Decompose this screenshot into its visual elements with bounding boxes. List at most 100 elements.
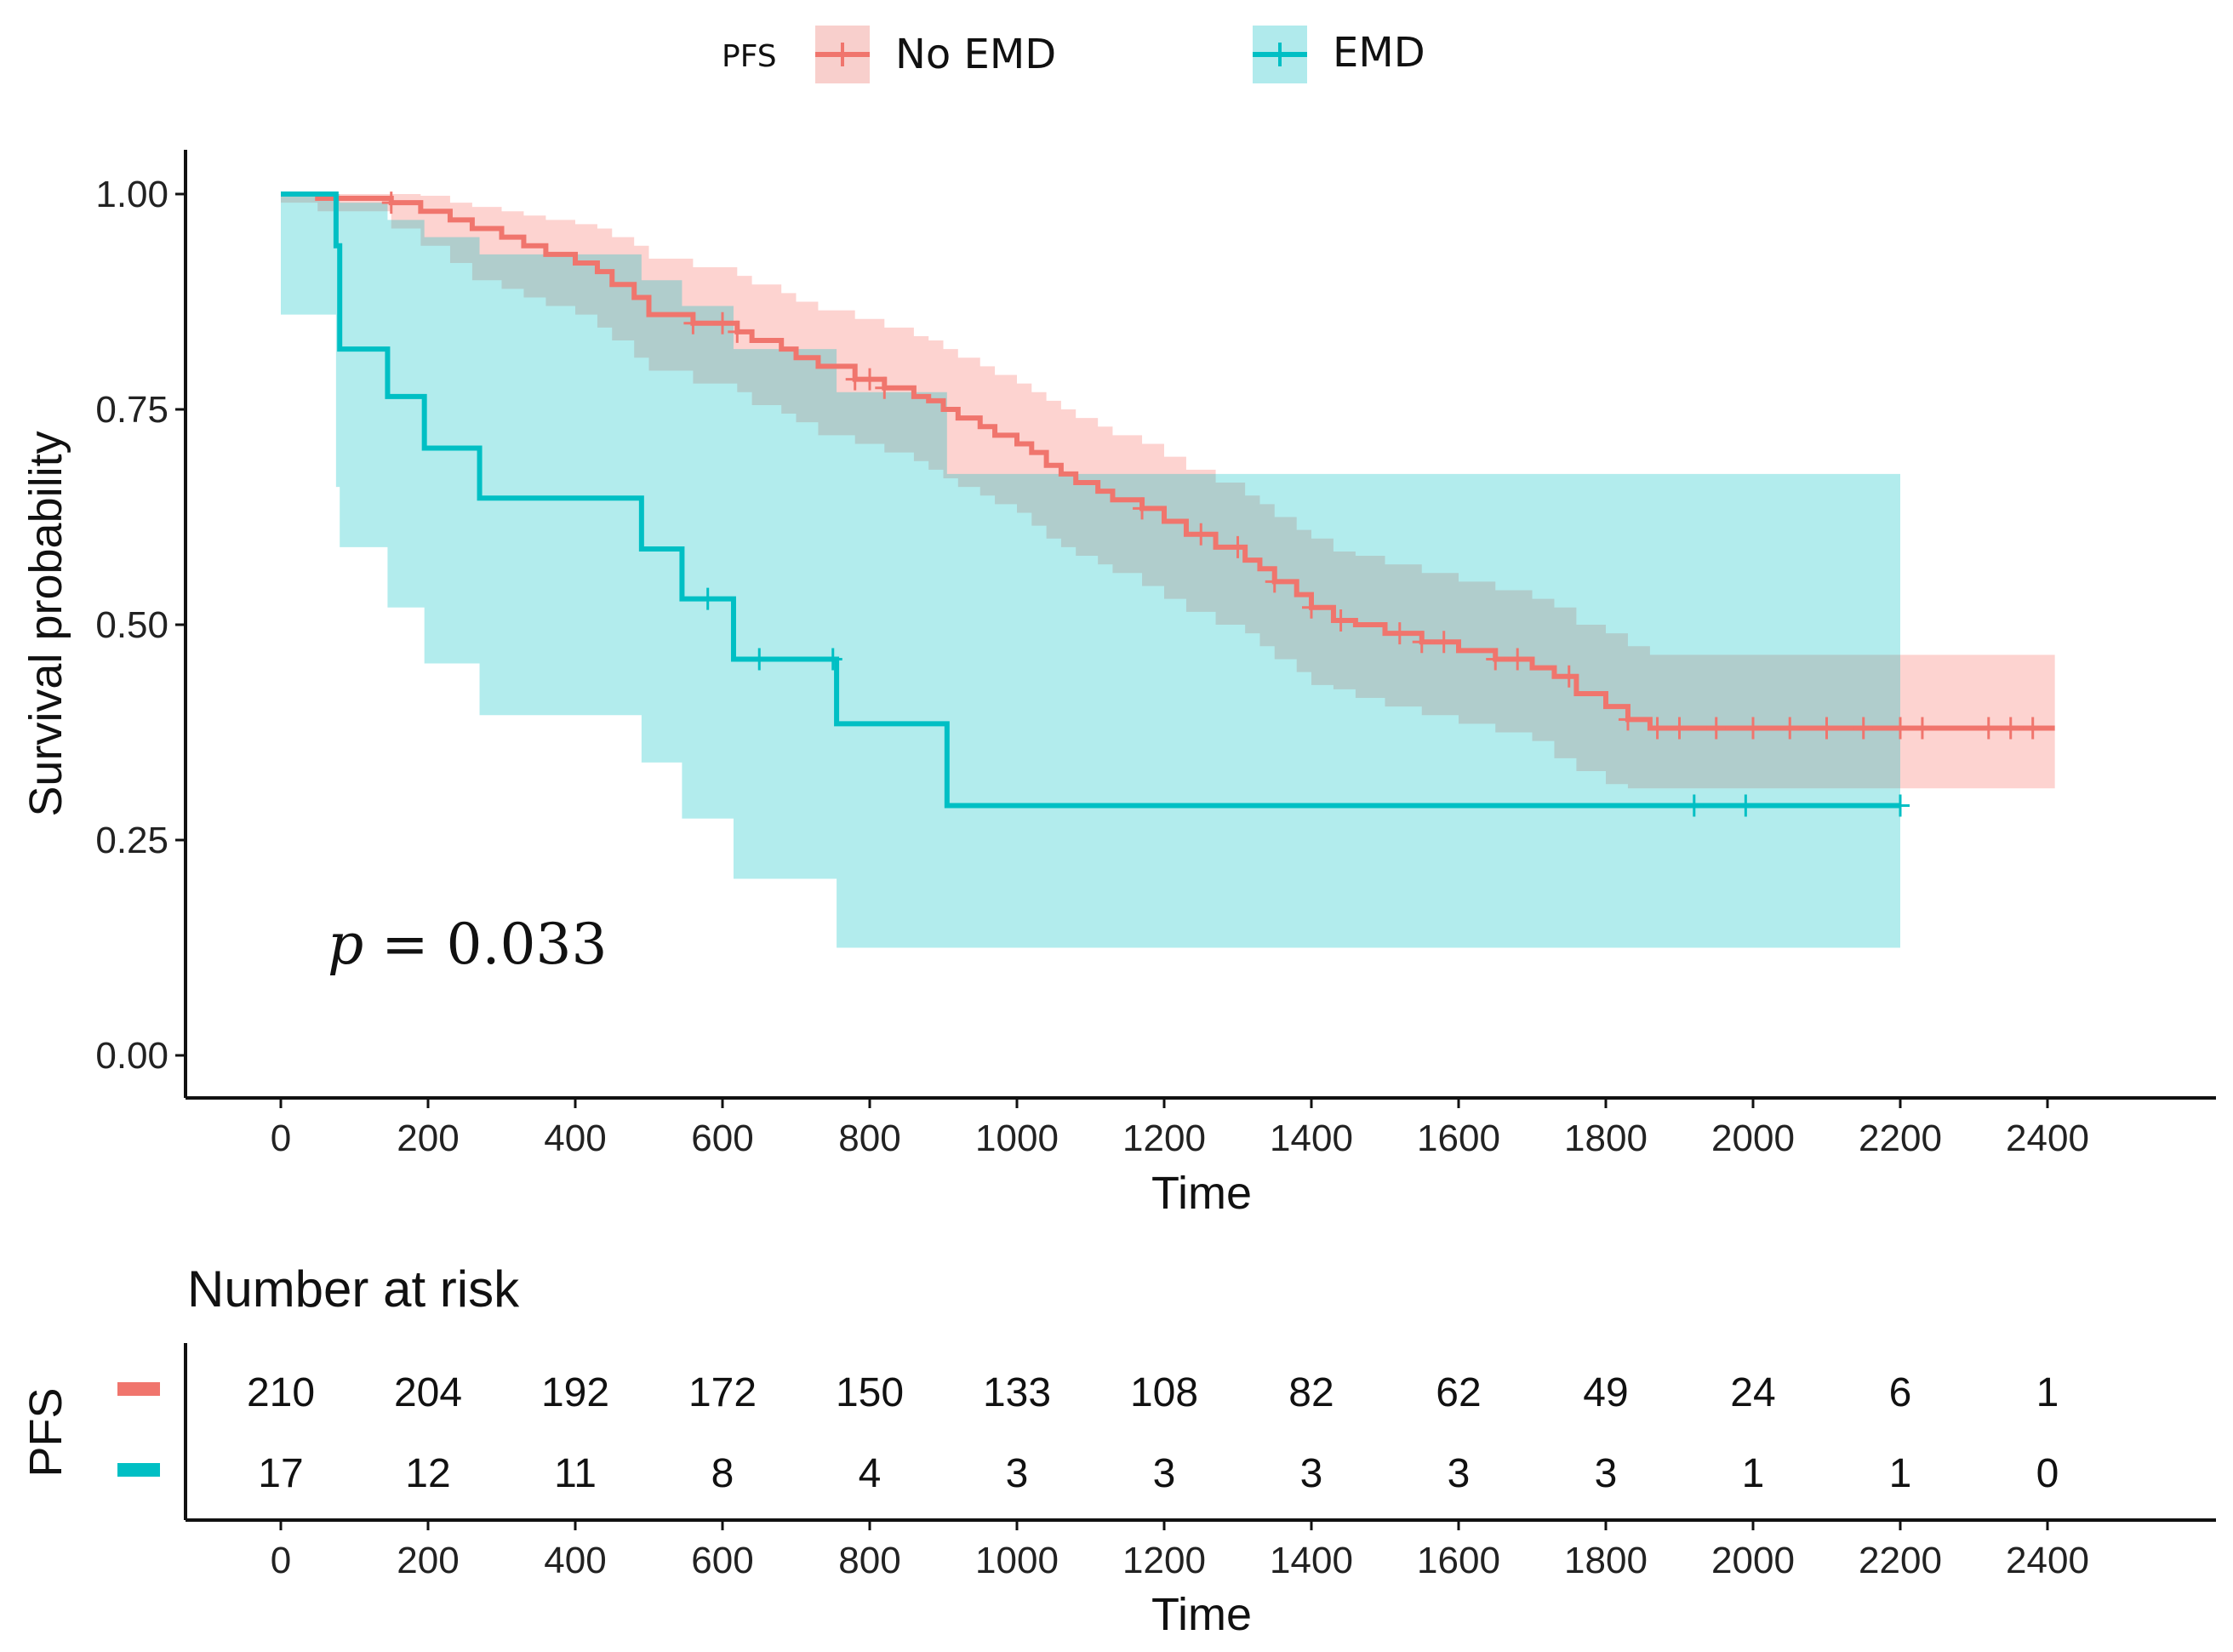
legend-label-emd: EMD xyxy=(1333,29,1425,77)
legend-title: PFS xyxy=(722,39,777,74)
censor-mark-no-emd xyxy=(1780,717,1800,740)
censor-mark-no-emd xyxy=(1979,717,1998,740)
risk-table: Number at risk PFS 210 204 192 172 150 133 108… xyxy=(20,1260,2216,1640)
svg-text:p = 0.033: p = 0.033 xyxy=(328,912,607,977)
risk-count-no-emd: 24 xyxy=(1730,1370,1775,1415)
censor-mark-no-emd xyxy=(1228,535,1248,558)
risk-row-key-no-emd xyxy=(117,1382,160,1396)
p-value: 0.033 xyxy=(447,912,608,977)
censor-mark-emd xyxy=(1736,794,1756,817)
censor-mark-no-emd xyxy=(1706,717,1726,740)
risk-count-no-emd: 210 xyxy=(247,1370,315,1415)
risk-count-emd: 8 xyxy=(711,1451,734,1496)
p-value-annotation: p = 0.033 xyxy=(328,912,607,977)
x-tick-label: 2400 xyxy=(2006,1540,2089,1581)
x-tick-label: 1600 xyxy=(1417,1540,1500,1581)
x-tick-label: 1000 xyxy=(975,1540,1059,1581)
x-tick-label: 1400 xyxy=(1270,1118,1353,1159)
legend: PFS No EMD EMD xyxy=(722,26,1425,83)
censor-mark-no-emd xyxy=(1618,708,1637,731)
censor-mark-no-emd xyxy=(1508,648,1528,671)
risk-count-emd: 11 xyxy=(554,1451,597,1496)
censor-mark-no-emd xyxy=(1434,631,1453,654)
censor-mark-no-emd xyxy=(1853,717,1873,740)
y-tick-label: 0.75 xyxy=(95,389,168,431)
censor-mark-no-emd xyxy=(1191,523,1211,546)
p-equals: = xyxy=(363,912,446,977)
risk-count-emd: 3 xyxy=(1300,1451,1323,1496)
censor-mark-no-emd xyxy=(1559,665,1579,688)
risk-count-no-emd: 204 xyxy=(394,1370,462,1415)
censor-mark-no-emd xyxy=(1412,631,1431,654)
legend-label-no-emd: No EMD xyxy=(895,31,1056,78)
censor-mark-no-emd xyxy=(1302,596,1321,619)
x-axis-title: Time xyxy=(1151,1168,1252,1219)
risk-count-no-emd: 192 xyxy=(541,1370,609,1415)
survival-plot: 0.00 0.25 0.50 0.75 1.00 0 200 400 600 800 1000 12… xyxy=(20,150,2216,1219)
x-tick-label: 400 xyxy=(544,1540,606,1581)
y-tick-label: 1.00 xyxy=(95,174,168,215)
censor-mark-no-emd xyxy=(1670,717,1689,740)
x-tick-label: 1800 xyxy=(1564,1118,1648,1159)
risk-count-no-emd: 6 xyxy=(1889,1370,1912,1415)
risk-count-emd: 1 xyxy=(1889,1451,1912,1496)
y-tick-label: 0.50 xyxy=(95,604,168,646)
series-line-emd xyxy=(281,191,1900,809)
censor-mark-no-emd xyxy=(875,376,894,399)
x-tick-label: 2400 xyxy=(2006,1118,2089,1159)
risk-count-no-emd: 108 xyxy=(1130,1370,1198,1415)
confidence-bands xyxy=(281,194,2055,948)
censor-mark-no-emd xyxy=(1331,609,1351,632)
censor-mark-no-emd xyxy=(713,312,732,334)
x-tick-label: 1600 xyxy=(1417,1118,1500,1159)
risk-x-axis-ticks: 0 200 400 600 800 1000 1200 1400 1600 1800 2000 220… xyxy=(271,1520,2089,1581)
censor-mark-no-emd xyxy=(860,368,879,391)
censor-mark-emd xyxy=(1891,794,1910,817)
risk-count-emd: 3 xyxy=(1153,1451,1176,1496)
censor-mark-no-emd xyxy=(1648,717,1667,740)
censor-mark-no-emd xyxy=(1912,717,1932,740)
x-tick-label: 2000 xyxy=(1711,1540,1795,1581)
risk-row-key-emd xyxy=(117,1463,160,1477)
x-tick-label: 400 xyxy=(544,1118,606,1159)
x-tick-label: 2200 xyxy=(1859,1118,1942,1159)
censor-mark-emd xyxy=(823,648,842,671)
x-axis-ticks: 0 200 400 600 800 1000 1200 1400 1600 1800 2000 220… xyxy=(271,1098,2089,1159)
risk-x-axis-title: Time xyxy=(1151,1589,1252,1640)
x-tick-label: 0 xyxy=(271,1118,291,1159)
risk-count-no-emd: 1 xyxy=(2036,1370,2059,1415)
x-tick-label: 200 xyxy=(397,1540,459,1581)
risk-count-emd: 3 xyxy=(1448,1451,1471,1496)
risk-count-emd: 12 xyxy=(405,1451,450,1496)
censor-mark-no-emd xyxy=(1744,717,1762,740)
censor-mark-no-emd xyxy=(1133,497,1152,520)
x-tick-label: 600 xyxy=(691,1118,753,1159)
x-tick-label: 1200 xyxy=(1122,1540,1206,1581)
censor-mark-no-emd xyxy=(1891,717,1910,740)
risk-count-emd: 0 xyxy=(2036,1451,2059,1496)
risk-count-no-emd: 172 xyxy=(688,1370,757,1415)
x-tick-label: 2000 xyxy=(1711,1118,1795,1159)
x-tick-label: 1800 xyxy=(1564,1540,1648,1581)
censor-mark-no-emd xyxy=(1486,648,1505,671)
y-tick-label: 0.00 xyxy=(95,1035,168,1077)
x-tick-label: 600 xyxy=(691,1540,753,1581)
risk-count-emd: 1 xyxy=(1742,1451,1765,1496)
y-axis-title: Survival probability xyxy=(20,431,71,816)
x-tick-label: 0 xyxy=(271,1540,291,1581)
risk-count-no-emd: 62 xyxy=(1436,1370,1481,1415)
risk-count-no-emd: 150 xyxy=(836,1370,904,1415)
y-axis-ticks: 0.00 0.25 0.50 0.75 1.00 xyxy=(95,174,186,1077)
risk-count-emd: 3 xyxy=(1006,1451,1029,1496)
ci-band-emd xyxy=(281,194,1900,948)
risk-count-emd: 3 xyxy=(1595,1451,1618,1496)
x-tick-label: 1000 xyxy=(975,1118,1059,1159)
risk-count-no-emd: 82 xyxy=(1288,1370,1334,1415)
risk-counts: 210 204 192 172 150 133 108 82 62 49 24 6 117 12 11 8 4 3… xyxy=(247,1370,2059,1496)
risk-table-ylabel: PFS xyxy=(20,1387,71,1477)
x-tick-label: 800 xyxy=(838,1118,900,1159)
censor-mark-no-emd xyxy=(381,191,401,214)
x-tick-label: 2200 xyxy=(1859,1540,1942,1581)
x-tick-label: 200 xyxy=(397,1118,459,1159)
